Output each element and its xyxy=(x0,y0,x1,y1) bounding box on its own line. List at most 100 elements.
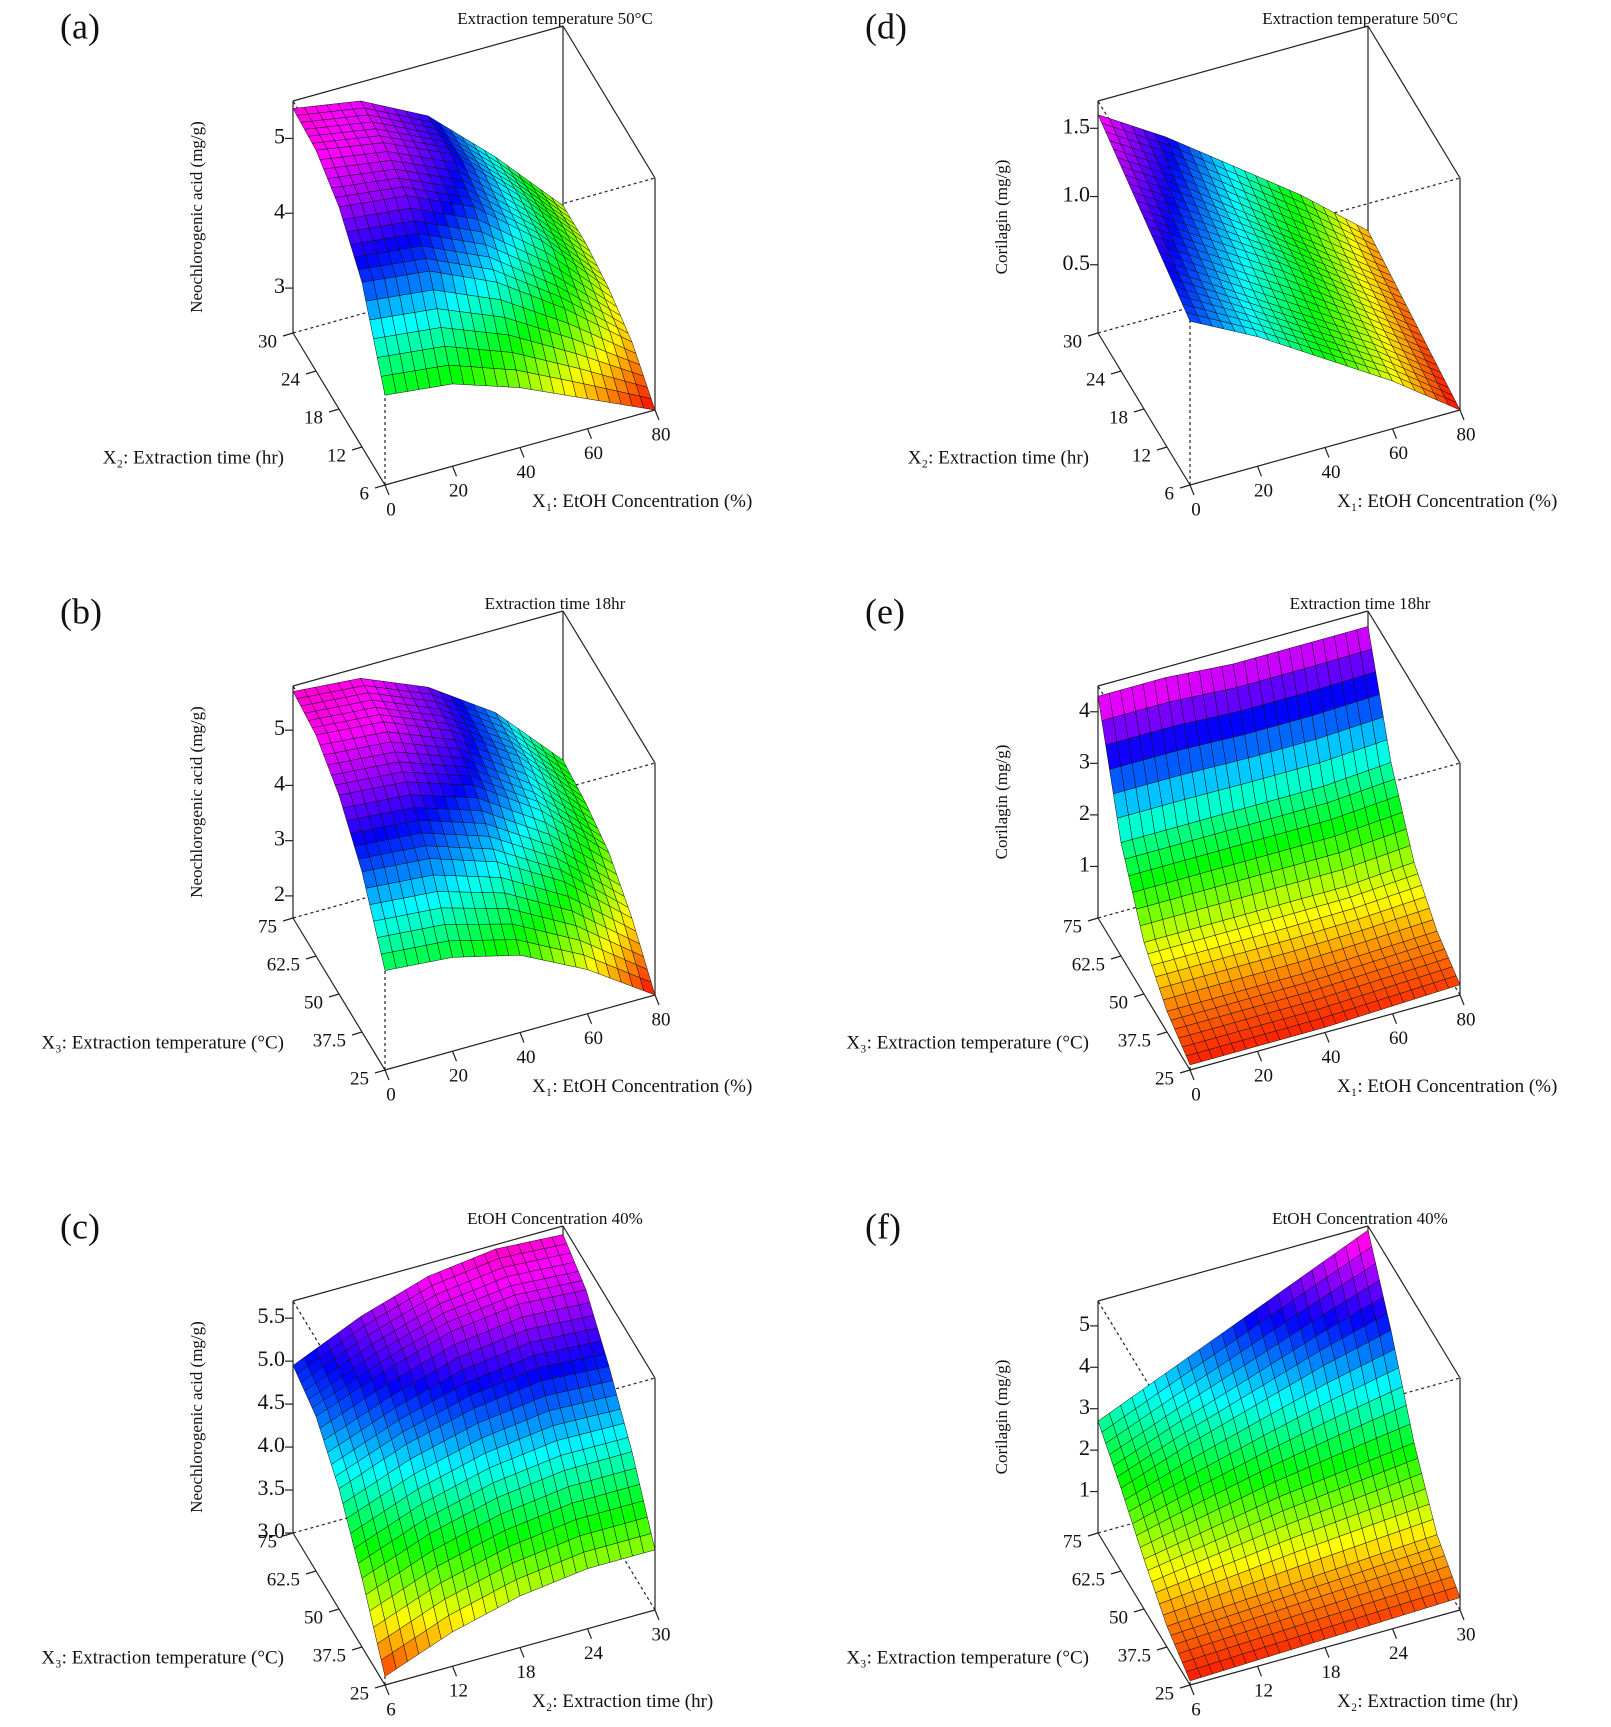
y-tick xyxy=(1156,446,1168,451)
y-tick-label: 75 xyxy=(258,916,277,937)
panel-label: (a) xyxy=(60,6,100,46)
y-tick xyxy=(282,917,294,922)
y-tick-label: 37.5 xyxy=(1118,1645,1151,1666)
surface-cell xyxy=(1185,312,1202,325)
x-tick xyxy=(519,447,525,458)
z-axis-label: Corilagin (mg/g) xyxy=(992,745,1011,860)
y-tick-label: 50 xyxy=(1109,1607,1128,1628)
z-tick-label: 5.0 xyxy=(258,1346,286,1371)
x-tick xyxy=(1324,447,1330,458)
x-tick-label: 24 xyxy=(584,1643,604,1664)
y-axis-label: X₂: Extraction time (hr) xyxy=(103,447,284,468)
y-tick-label: 6 xyxy=(360,483,370,504)
y-tick xyxy=(1156,1031,1168,1036)
x-tick xyxy=(519,1032,525,1043)
y-tick-label: 50 xyxy=(304,992,323,1013)
y-tick-label: 30 xyxy=(258,331,277,352)
panel: (c) EtOH Concentration 40% 6 12 18 24 30 2537.5… xyxy=(41,1206,713,1720)
z-tick-label: 2 xyxy=(1079,1435,1090,1460)
z-tick-label: 4 xyxy=(274,198,285,223)
y-tick xyxy=(1179,1069,1191,1074)
x-axis-label: X₁: EtOH Concentration (%) xyxy=(1337,491,1557,512)
x-tick xyxy=(654,409,660,421)
y-tick-label: 25 xyxy=(1155,1068,1174,1089)
y-tick-label: 62.5 xyxy=(267,954,300,975)
x-tick-label: 80 xyxy=(652,424,671,445)
x-tick-label: 0 xyxy=(386,1084,396,1105)
x-tick-label: 80 xyxy=(1457,424,1476,445)
y-tick xyxy=(351,1031,363,1036)
x-tick-label: 40 xyxy=(1322,1047,1341,1068)
z-axis-label: Corilagin (mg/g) xyxy=(992,1360,1011,1475)
y-tick-label: 50 xyxy=(1109,992,1128,1013)
chart-title: Extraction time 18hr xyxy=(485,594,626,613)
y-tick xyxy=(1110,370,1122,375)
y-tick-label: 62.5 xyxy=(267,1569,300,1590)
y-tick-label: 24 xyxy=(281,369,301,390)
x-tick-label: 30 xyxy=(652,1624,671,1645)
x-tick xyxy=(384,1069,390,1081)
x-tick-label: 20 xyxy=(449,1066,468,1087)
y-tick xyxy=(328,1608,340,1613)
x-tick xyxy=(1324,1647,1330,1658)
y-tick xyxy=(1179,1684,1191,1689)
x-tick-label: 80 xyxy=(1457,1009,1476,1030)
x-tick-label: 30 xyxy=(1457,1624,1476,1645)
z-tick-label: 2 xyxy=(1079,800,1090,825)
chart-title: Extraction temperature 50°C xyxy=(457,9,653,28)
y-tick-label: 25 xyxy=(1155,1683,1174,1704)
x-tick xyxy=(1391,428,1398,439)
x-axis-label: X₁: EtOH Concentration (%) xyxy=(532,491,752,512)
y-tick-label: 37.5 xyxy=(1118,1030,1151,1051)
x-tick xyxy=(1459,409,1465,421)
z-tick-label: 1.0 xyxy=(1063,182,1091,207)
panel-label: (e) xyxy=(865,591,905,631)
x-tick-label: 40 xyxy=(517,1047,536,1068)
chart-title: Extraction temperature 50°C xyxy=(1262,9,1458,28)
x-tick-label: 40 xyxy=(517,462,536,483)
y-tick-label: 30 xyxy=(1063,331,1082,352)
x-axis-label: X₂: Extraction time (hr) xyxy=(1337,1691,1518,1712)
chart-title: EtOH Concentration 40% xyxy=(1272,1209,1448,1228)
y-tick xyxy=(1179,484,1191,489)
y-tick-label: 12 xyxy=(327,445,346,466)
x-tick-label: 6 xyxy=(1191,1699,1201,1720)
panel-label: (b) xyxy=(60,591,102,631)
y-tick xyxy=(374,1684,386,1689)
x-tick-label: 24 xyxy=(1389,1643,1409,1664)
x-tick-label: 12 xyxy=(449,1681,468,1702)
y-tick xyxy=(351,1646,363,1651)
panel-label: (d) xyxy=(865,6,907,46)
y-tick-label: 62.5 xyxy=(1072,954,1105,975)
y-tick xyxy=(1133,1608,1145,1613)
z-axis-label: Corilagin (mg/g) xyxy=(992,160,1011,275)
z-tick-label: 5 xyxy=(274,123,285,148)
z-tick-label: 2 xyxy=(274,881,285,906)
x-tick xyxy=(384,1684,390,1696)
panel: (d) Extraction temperature 50°C 0 20 40 60 80 6… xyxy=(865,6,1557,520)
chart-title: EtOH Concentration 40% xyxy=(467,1209,643,1228)
y-axis-label: X₃: Extraction temperature (°C) xyxy=(846,1032,1089,1053)
x-tick xyxy=(1189,1069,1195,1081)
y-tick-label: 25 xyxy=(350,1683,369,1704)
y-tick xyxy=(374,484,386,489)
box-edge xyxy=(292,25,564,102)
y-tick-label: 37.5 xyxy=(313,1030,346,1051)
y-tick-label: 12 xyxy=(1132,445,1151,466)
x-tick xyxy=(586,428,593,439)
y-tick xyxy=(1110,1570,1122,1575)
z-tick-label: 4.5 xyxy=(258,1389,286,1414)
x-tick xyxy=(1459,994,1465,1006)
x-tick-label: 6 xyxy=(386,1699,396,1720)
x-tick xyxy=(451,1666,458,1677)
x-tick-label: 60 xyxy=(1389,1028,1408,1049)
y-tick xyxy=(282,332,294,337)
x-tick-label: 60 xyxy=(584,443,603,464)
x-axis-label: X₂: Extraction time (hr) xyxy=(532,1691,713,1712)
y-tick-label: 18 xyxy=(304,407,323,428)
x-tick xyxy=(1391,1013,1398,1024)
x-tick-label: 0 xyxy=(1191,1084,1201,1105)
z-tick-label: 0.5 xyxy=(1063,250,1091,275)
y-axis-label: X₂: Extraction time (hr) xyxy=(908,447,1089,468)
